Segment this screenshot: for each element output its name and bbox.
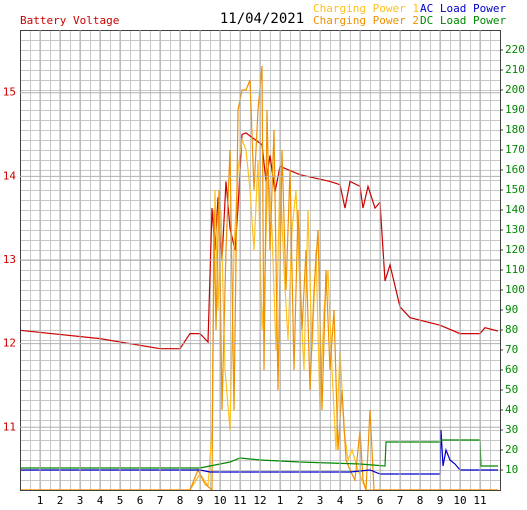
y2-tick-label: 190 bbox=[505, 103, 525, 116]
series-line bbox=[20, 65, 498, 492]
y2-tick-label: 30 bbox=[505, 423, 518, 436]
x-tick-label: 3 bbox=[77, 494, 84, 507]
y2-tick-label: 110 bbox=[505, 263, 525, 276]
y-tick-label: 11 bbox=[3, 420, 16, 433]
y-tick-label: 14 bbox=[3, 169, 17, 182]
x-tick-label: 10 bbox=[453, 494, 466, 507]
y-tick-label: 13 bbox=[3, 253, 16, 266]
chart-title: 11/04/2021 bbox=[220, 11, 304, 27]
x-tick-label: 6 bbox=[137, 494, 144, 507]
y2-tick-label: 80 bbox=[505, 323, 518, 336]
x-tick-label: 7 bbox=[157, 494, 164, 507]
y2-tick-label: 220 bbox=[505, 43, 525, 56]
x-tick-label: 8 bbox=[177, 494, 184, 507]
x-tick-label: 12 bbox=[253, 494, 266, 507]
y2-tick-label: 40 bbox=[505, 403, 518, 416]
y2-tick-label: 160 bbox=[505, 163, 525, 176]
x-tick-label: 5 bbox=[117, 494, 124, 507]
x-tick-label: 6 bbox=[377, 494, 384, 507]
y-tick-label: 15 bbox=[3, 86, 16, 99]
series-line bbox=[20, 439, 498, 469]
x-tick-label: 4 bbox=[97, 494, 104, 507]
y2-tick-label: 50 bbox=[505, 383, 518, 396]
x-tick-label: 2 bbox=[57, 494, 64, 507]
y2-tick-label: 180 bbox=[505, 123, 525, 136]
x-tick-label: 4 bbox=[337, 494, 344, 507]
legend-entry: Battery Voltage bbox=[20, 14, 119, 27]
y2-tick-label: 10 bbox=[505, 463, 518, 476]
y2-tick-label: 100 bbox=[505, 283, 525, 296]
legend-entry: AC Load Power bbox=[420, 2, 506, 15]
x-tick-label: 11 bbox=[233, 494, 246, 507]
y2-tick-label: 130 bbox=[505, 223, 525, 236]
x-tick-label: 9 bbox=[197, 494, 204, 507]
y2-tick-label: 120 bbox=[505, 243, 525, 256]
y2-tick-label: 170 bbox=[505, 143, 525, 156]
y2-tick-label: 20 bbox=[505, 443, 518, 456]
x-tick-label: 9 bbox=[437, 494, 444, 507]
legend-entry: Charging Power 2 bbox=[313, 14, 419, 27]
x-tick-label: 8 bbox=[417, 494, 424, 507]
y2-tick-label: 70 bbox=[505, 343, 518, 356]
y-tick-label: 12 bbox=[3, 337, 16, 350]
y2-tick-label: 90 bbox=[505, 303, 518, 316]
x-tick-label: 7 bbox=[397, 494, 404, 507]
x-tick-label: 2 bbox=[297, 494, 304, 507]
x-tick-label: 10 bbox=[213, 494, 226, 507]
y2-tick-label: 140 bbox=[505, 203, 525, 216]
x-tick-label: 1 bbox=[277, 494, 284, 507]
x-tick-label: 3 bbox=[317, 494, 324, 507]
y2-tick-label: 150 bbox=[505, 183, 525, 196]
y2-tick-label: 210 bbox=[505, 63, 525, 76]
legend-entry: DC Load Power bbox=[420, 14, 506, 27]
y2-tick-label: 60 bbox=[505, 363, 518, 376]
legend-entry: Charging Power 1 bbox=[313, 2, 419, 15]
x-tick-label: 11 bbox=[473, 494, 486, 507]
y2-tick-label: 200 bbox=[505, 83, 525, 96]
x-tick-label: 1 bbox=[37, 494, 44, 507]
x-tick-label: 5 bbox=[357, 494, 364, 507]
